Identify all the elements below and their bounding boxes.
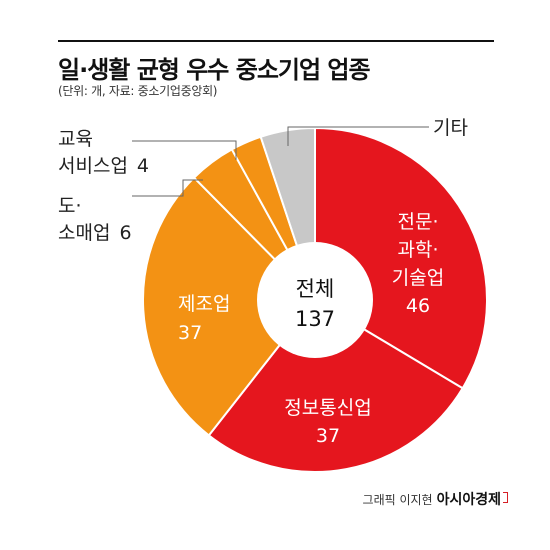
leader-line-other — [287, 126, 429, 146]
top-rule — [58, 40, 494, 42]
slice-label-ict-line1: 정보통신업 — [284, 397, 371, 419]
slice-label-professional-line1: 전문· — [398, 211, 439, 233]
slice-label-professional: 전문· 과학· 기술업 46 — [392, 211, 444, 317]
slice-label-manufacturing: 제조업 37 — [178, 293, 230, 344]
slice-label-retail-line1: 도· — [58, 195, 82, 217]
leader-lines — [132, 126, 429, 197]
slice-value-education: 4 — [137, 155, 149, 177]
slice-label-professional-line3: 기술업 — [392, 267, 444, 289]
slice-label-education-line1: 교육 — [58, 128, 93, 150]
slice-label-other: 기타 — [433, 117, 468, 139]
slice-label-ict: 정보통신업 37 — [284, 397, 371, 447]
center-label-title: 전체 — [296, 277, 335, 301]
slice-label-retail-line2: 소매업 — [58, 222, 110, 244]
leader-line-education — [132, 140, 237, 160]
slice-ict — [207, 298, 464, 473]
slice-manufacturing — [142, 176, 317, 437]
brand-mark-icon — [503, 492, 508, 503]
leader-line-retail — [132, 179, 203, 197]
slice-value-retail: 6 — [119, 222, 131, 244]
donut-hole — [257, 242, 373, 358]
slice-value-professional: 46 — [406, 295, 430, 317]
center-label-total: 137 — [295, 307, 335, 331]
slice-label-professional-line2: 과학· — [398, 239, 439, 261]
brand-logo: 아시아경제 — [436, 492, 501, 508]
slice-value-ict: 37 — [316, 425, 340, 447]
slice-value-manufacturing: 37 — [178, 322, 202, 344]
chart-title: 일·생활 균형 우수 중소기업 업종 — [58, 56, 371, 84]
slice-label-retail-row: 소매업 6 — [58, 222, 132, 244]
credit-text: 그래픽 이지현 — [362, 493, 433, 507]
slice-label-education-row: 서비스업 4 — [58, 155, 149, 177]
slice-label-manufacturing-line1: 제조업 — [178, 293, 230, 315]
slice-label-education-line2: 서비스업 — [58, 155, 128, 177]
chart-subtitle: (단위: 개, 자료: 중소기업중앙회) — [58, 84, 218, 98]
credit: 그래픽 이지현 아시아경제 — [363, 489, 508, 509]
